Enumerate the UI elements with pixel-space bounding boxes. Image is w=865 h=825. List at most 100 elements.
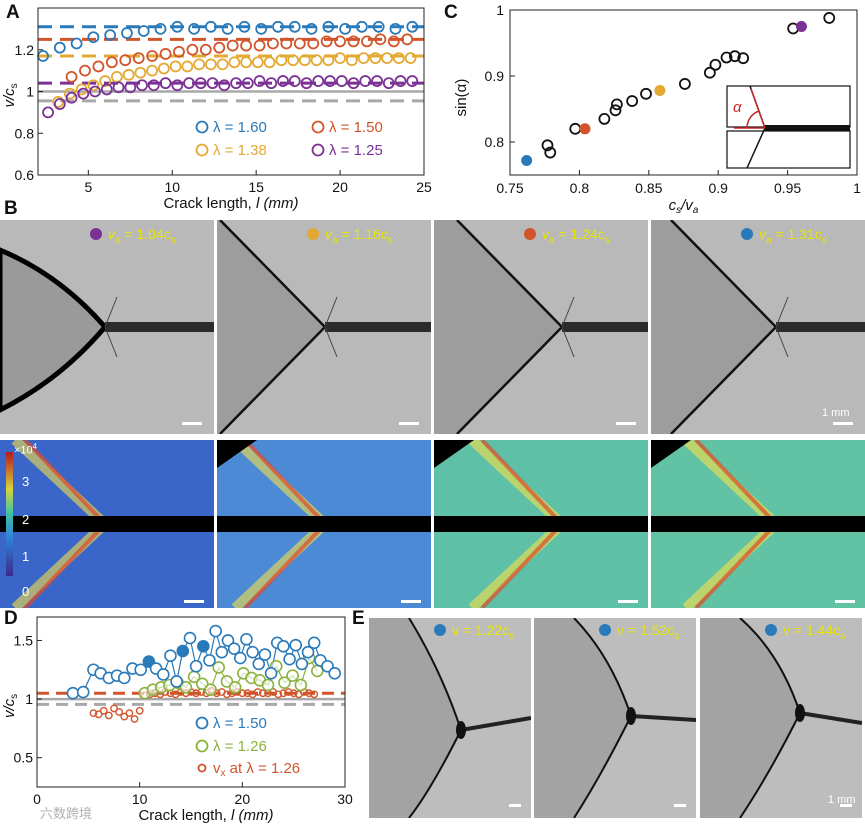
y-tick-label: 0.8 (485, 134, 505, 150)
data-point (209, 624, 222, 638)
photo-frame (369, 618, 531, 818)
data-point (253, 39, 266, 52)
shock-line (324, 296, 338, 328)
legend-label: λ = 1.38 (213, 142, 267, 159)
data-point (65, 70, 78, 83)
data-point (267, 37, 279, 50)
data-point (241, 77, 254, 90)
data-point (275, 54, 288, 67)
data-point (238, 689, 247, 698)
color-dot-icon (524, 228, 536, 240)
data-point (307, 37, 320, 50)
color-dot-icon (307, 228, 319, 240)
data-point (52, 96, 65, 108)
data-point (737, 52, 750, 65)
plot-frame (509, 9, 858, 176)
crack-tip (456, 721, 466, 739)
shock-line (104, 326, 118, 358)
data-point (347, 77, 360, 90)
x-axis-label: Crack length, l (mm) (138, 807, 273, 824)
data-point (183, 77, 195, 90)
data-point (392, 52, 405, 64)
data-point (274, 690, 283, 699)
data-point (227, 642, 241, 655)
y-tick-label: 0.9 (485, 68, 505, 84)
crack-tip (795, 704, 805, 722)
heatmap-frame (217, 440, 431, 608)
color-dot-icon (765, 624, 777, 636)
data-point (189, 659, 203, 673)
data-point (130, 715, 139, 723)
color-dot-icon (599, 624, 611, 636)
cavity (369, 618, 461, 818)
data-point (115, 708, 124, 716)
data-point (112, 81, 125, 94)
crack (799, 711, 862, 725)
mask-corner (217, 440, 257, 468)
x-tick-label: 15 (248, 179, 264, 195)
data-point-highlight (521, 154, 533, 166)
cavity (217, 220, 325, 434)
scale-bar (401, 600, 421, 603)
data-point (334, 35, 346, 48)
data-point (99, 706, 108, 715)
data-point (171, 79, 184, 92)
data-point (301, 645, 315, 659)
data-point (233, 651, 247, 665)
data-point (295, 657, 309, 671)
data-point (132, 52, 145, 64)
data-point (179, 681, 193, 694)
cavity (434, 220, 562, 434)
data-point (401, 33, 414, 46)
data-point (105, 56, 118, 69)
x-tick-label: 0.85 (635, 180, 662, 196)
scale-bar (182, 422, 202, 425)
data-point (320, 35, 333, 48)
y-tick-label: 0.5 (14, 750, 34, 766)
inset-crack (765, 125, 850, 131)
panel-letter-b: B (4, 198, 18, 219)
colorbar-tick-label: 0 (22, 584, 30, 599)
x-tick-label: 25 (416, 179, 432, 195)
data-point (709, 58, 722, 71)
data-point (288, 75, 301, 87)
data-point (261, 678, 275, 692)
data-point (640, 87, 652, 100)
watermark: 六数跨境 (40, 806, 93, 821)
mask-corner (434, 440, 474, 468)
x-tick-label: 5 (84, 179, 92, 195)
inset-lower-box (726, 130, 851, 169)
scale-bar (618, 600, 638, 603)
plot-frame (36, 616, 346, 788)
data-point (122, 68, 135, 81)
data-point (387, 35, 400, 48)
crack (325, 322, 431, 332)
data-point (197, 640, 210, 653)
data-point (293, 37, 306, 50)
data-point (135, 706, 144, 715)
legend-label: λ = 1.50 (329, 119, 383, 136)
data-point (253, 75, 266, 87)
heatmap-frame (651, 440, 865, 608)
data-point (339, 22, 352, 35)
data-point (284, 688, 293, 696)
y-axis-label: v/cs (1, 83, 20, 107)
x-tick-label: 20 (332, 179, 348, 195)
y-tick-label: 1.2 (15, 42, 35, 58)
legend-marker (195, 739, 209, 753)
heatmap-crack (217, 516, 431, 532)
photo-frame (217, 220, 431, 434)
data-point (228, 56, 241, 69)
data-point (193, 58, 206, 71)
panel-letter-c: C (444, 2, 458, 23)
scale-bar (833, 422, 853, 425)
data-point (240, 39, 253, 52)
data-point (369, 52, 382, 64)
data-point (382, 77, 395, 90)
y-tick-label: 1 (496, 2, 504, 18)
data-point (146, 50, 159, 62)
mask-corner (651, 440, 691, 468)
data-point (212, 661, 226, 674)
inset-alpha-label: α (733, 99, 742, 116)
data-point (307, 636, 321, 650)
